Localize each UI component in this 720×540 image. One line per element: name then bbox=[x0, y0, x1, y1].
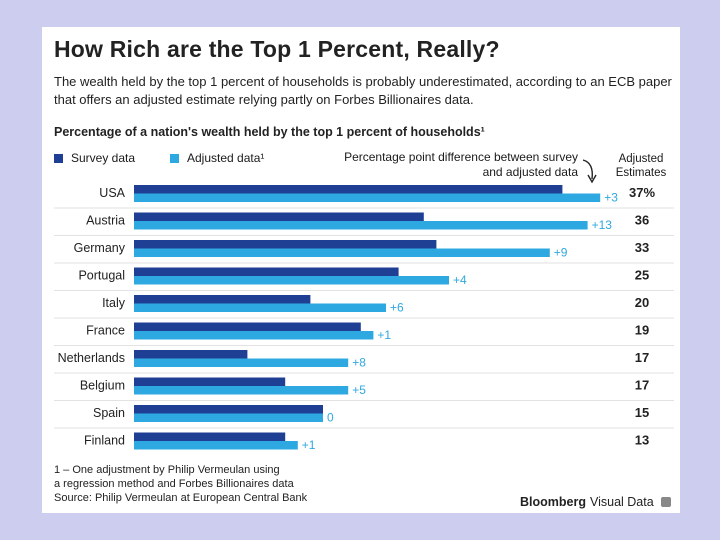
adjusted-bar bbox=[134, 221, 588, 230]
adjusted-estimate-label: 36 bbox=[635, 213, 649, 228]
curved-arrow-icon bbox=[582, 159, 597, 184]
source-line: Source: Philip Vermeulan at European Cen… bbox=[54, 492, 308, 504]
adjusted-estimate-label: 17 bbox=[635, 350, 649, 365]
legend-adjusted: Adjusted data¹ bbox=[170, 151, 264, 165]
adjusted-bar bbox=[134, 413, 323, 422]
footnote-line: 1 – One adjustment by Philip Vermeulan u… bbox=[54, 464, 280, 476]
adjusted-bar bbox=[134, 386, 349, 395]
legend-survey-label: Survey data bbox=[71, 151, 136, 165]
difference-label: 0 bbox=[327, 411, 334, 425]
difference-label: +4 bbox=[453, 273, 467, 287]
adjusted-bar bbox=[134, 441, 298, 450]
difference-label: +5 bbox=[352, 383, 366, 397]
adjusted-estimates-header: Adjusted Estimates bbox=[615, 153, 667, 179]
category-label: France bbox=[86, 324, 125, 338]
survey-bar bbox=[134, 212, 424, 221]
adjusted-estimate-label: 15 bbox=[635, 405, 649, 420]
adjusted-bar bbox=[134, 303, 386, 312]
difference-label: +1 bbox=[302, 438, 316, 452]
category-label: Portugal bbox=[78, 269, 125, 283]
survey-bar bbox=[134, 322, 361, 331]
category-label: Belgium bbox=[80, 379, 125, 393]
category-label: Germany bbox=[74, 241, 126, 255]
brand-logo: Bloomberg Visual Data bbox=[520, 495, 671, 509]
legend-survey: Survey data bbox=[54, 151, 135, 165]
difference-label: +1 bbox=[377, 328, 391, 342]
difference-label: +8 bbox=[352, 356, 366, 370]
legend-adjusted-label: Adjusted data¹ bbox=[187, 151, 265, 165]
chart-heading: Percentage of a nation's wealth held by … bbox=[54, 125, 485, 139]
brand-bold: Bloomberg bbox=[520, 495, 586, 509]
brand-icon bbox=[660, 497, 671, 507]
bar-chart: USA +3 37% Austria +13 36 Germany +9 33 Portugal +… bbox=[54, 185, 674, 452]
survey-bar bbox=[134, 377, 286, 386]
adjusted-bar bbox=[134, 248, 550, 257]
category-label: USA bbox=[99, 186, 125, 200]
survey-bar bbox=[134, 240, 437, 249]
adjusted-estimate-label: 33 bbox=[635, 240, 649, 255]
footnote-line: a regression method and Forbes Billionai… bbox=[54, 478, 294, 490]
adjusted-estimate-label: 25 bbox=[635, 268, 649, 283]
difference-note: Percentage point difference between surv… bbox=[344, 150, 578, 179]
survey-bar bbox=[134, 185, 563, 194]
category-label: Finland bbox=[84, 434, 125, 448]
difference-label: +9 bbox=[554, 246, 568, 260]
adjusted-estimate-label: 19 bbox=[635, 323, 649, 338]
legend-adjusted-swatch bbox=[170, 153, 179, 163]
chart-card: How Rich are the Top 1 Percent, Really? … bbox=[42, 27, 680, 513]
legend-survey-swatch bbox=[54, 153, 63, 163]
chart-title: How Rich are the Top 1 Percent, Really? bbox=[54, 36, 500, 62]
adjusted-bar bbox=[134, 358, 349, 367]
difference-label: +3 bbox=[604, 191, 618, 205]
adjusted-bar bbox=[134, 193, 601, 202]
footnote: 1 – One adjustment by Philip Vermeulan u… bbox=[54, 463, 307, 505]
survey-bar bbox=[134, 267, 399, 276]
survey-bar bbox=[134, 432, 286, 441]
difference-label: +6 bbox=[390, 301, 404, 315]
category-label: Spain bbox=[93, 406, 125, 420]
chart-subtitle: The wealth held by the top 1 percent of … bbox=[54, 74, 672, 107]
survey-bar bbox=[134, 350, 248, 359]
adjusted-estimate-label: 37% bbox=[629, 185, 655, 200]
adjusted-estimate-label: 20 bbox=[635, 295, 649, 310]
adjusted-estimate-label: 13 bbox=[635, 433, 649, 448]
adjusted-bar bbox=[134, 331, 374, 340]
adjusted-bar bbox=[134, 276, 449, 285]
category-label: Austria bbox=[86, 214, 125, 228]
brand-rest: Visual Data bbox=[589, 495, 654, 509]
survey-bar bbox=[134, 295, 311, 304]
category-label: Netherlands bbox=[58, 351, 125, 365]
survey-bar bbox=[134, 405, 323, 414]
adjusted-estimate-label: 17 bbox=[635, 378, 649, 393]
difference-label: +13 bbox=[592, 218, 613, 232]
category-label: Italy bbox=[102, 296, 126, 310]
